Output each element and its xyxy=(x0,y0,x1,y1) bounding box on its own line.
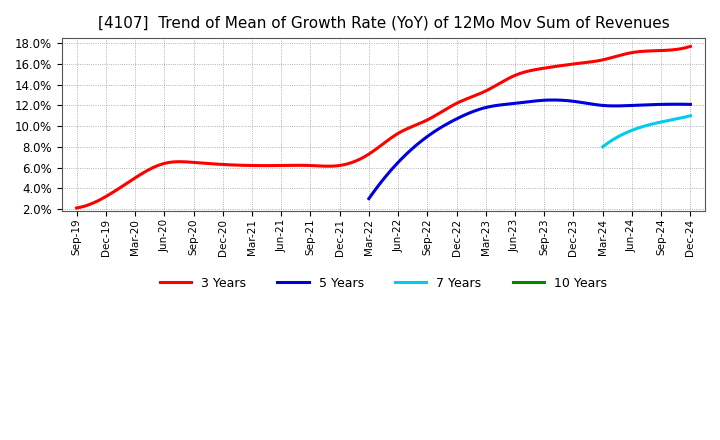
Title: [4107]  Trend of Mean of Growth Rate (YoY) of 12Mo Mov Sum of Revenues: [4107] Trend of Mean of Growth Rate (YoY… xyxy=(98,15,670,30)
Legend: 3 Years, 5 Years, 7 Years, 10 Years: 3 Years, 5 Years, 7 Years, 10 Years xyxy=(155,272,612,295)
